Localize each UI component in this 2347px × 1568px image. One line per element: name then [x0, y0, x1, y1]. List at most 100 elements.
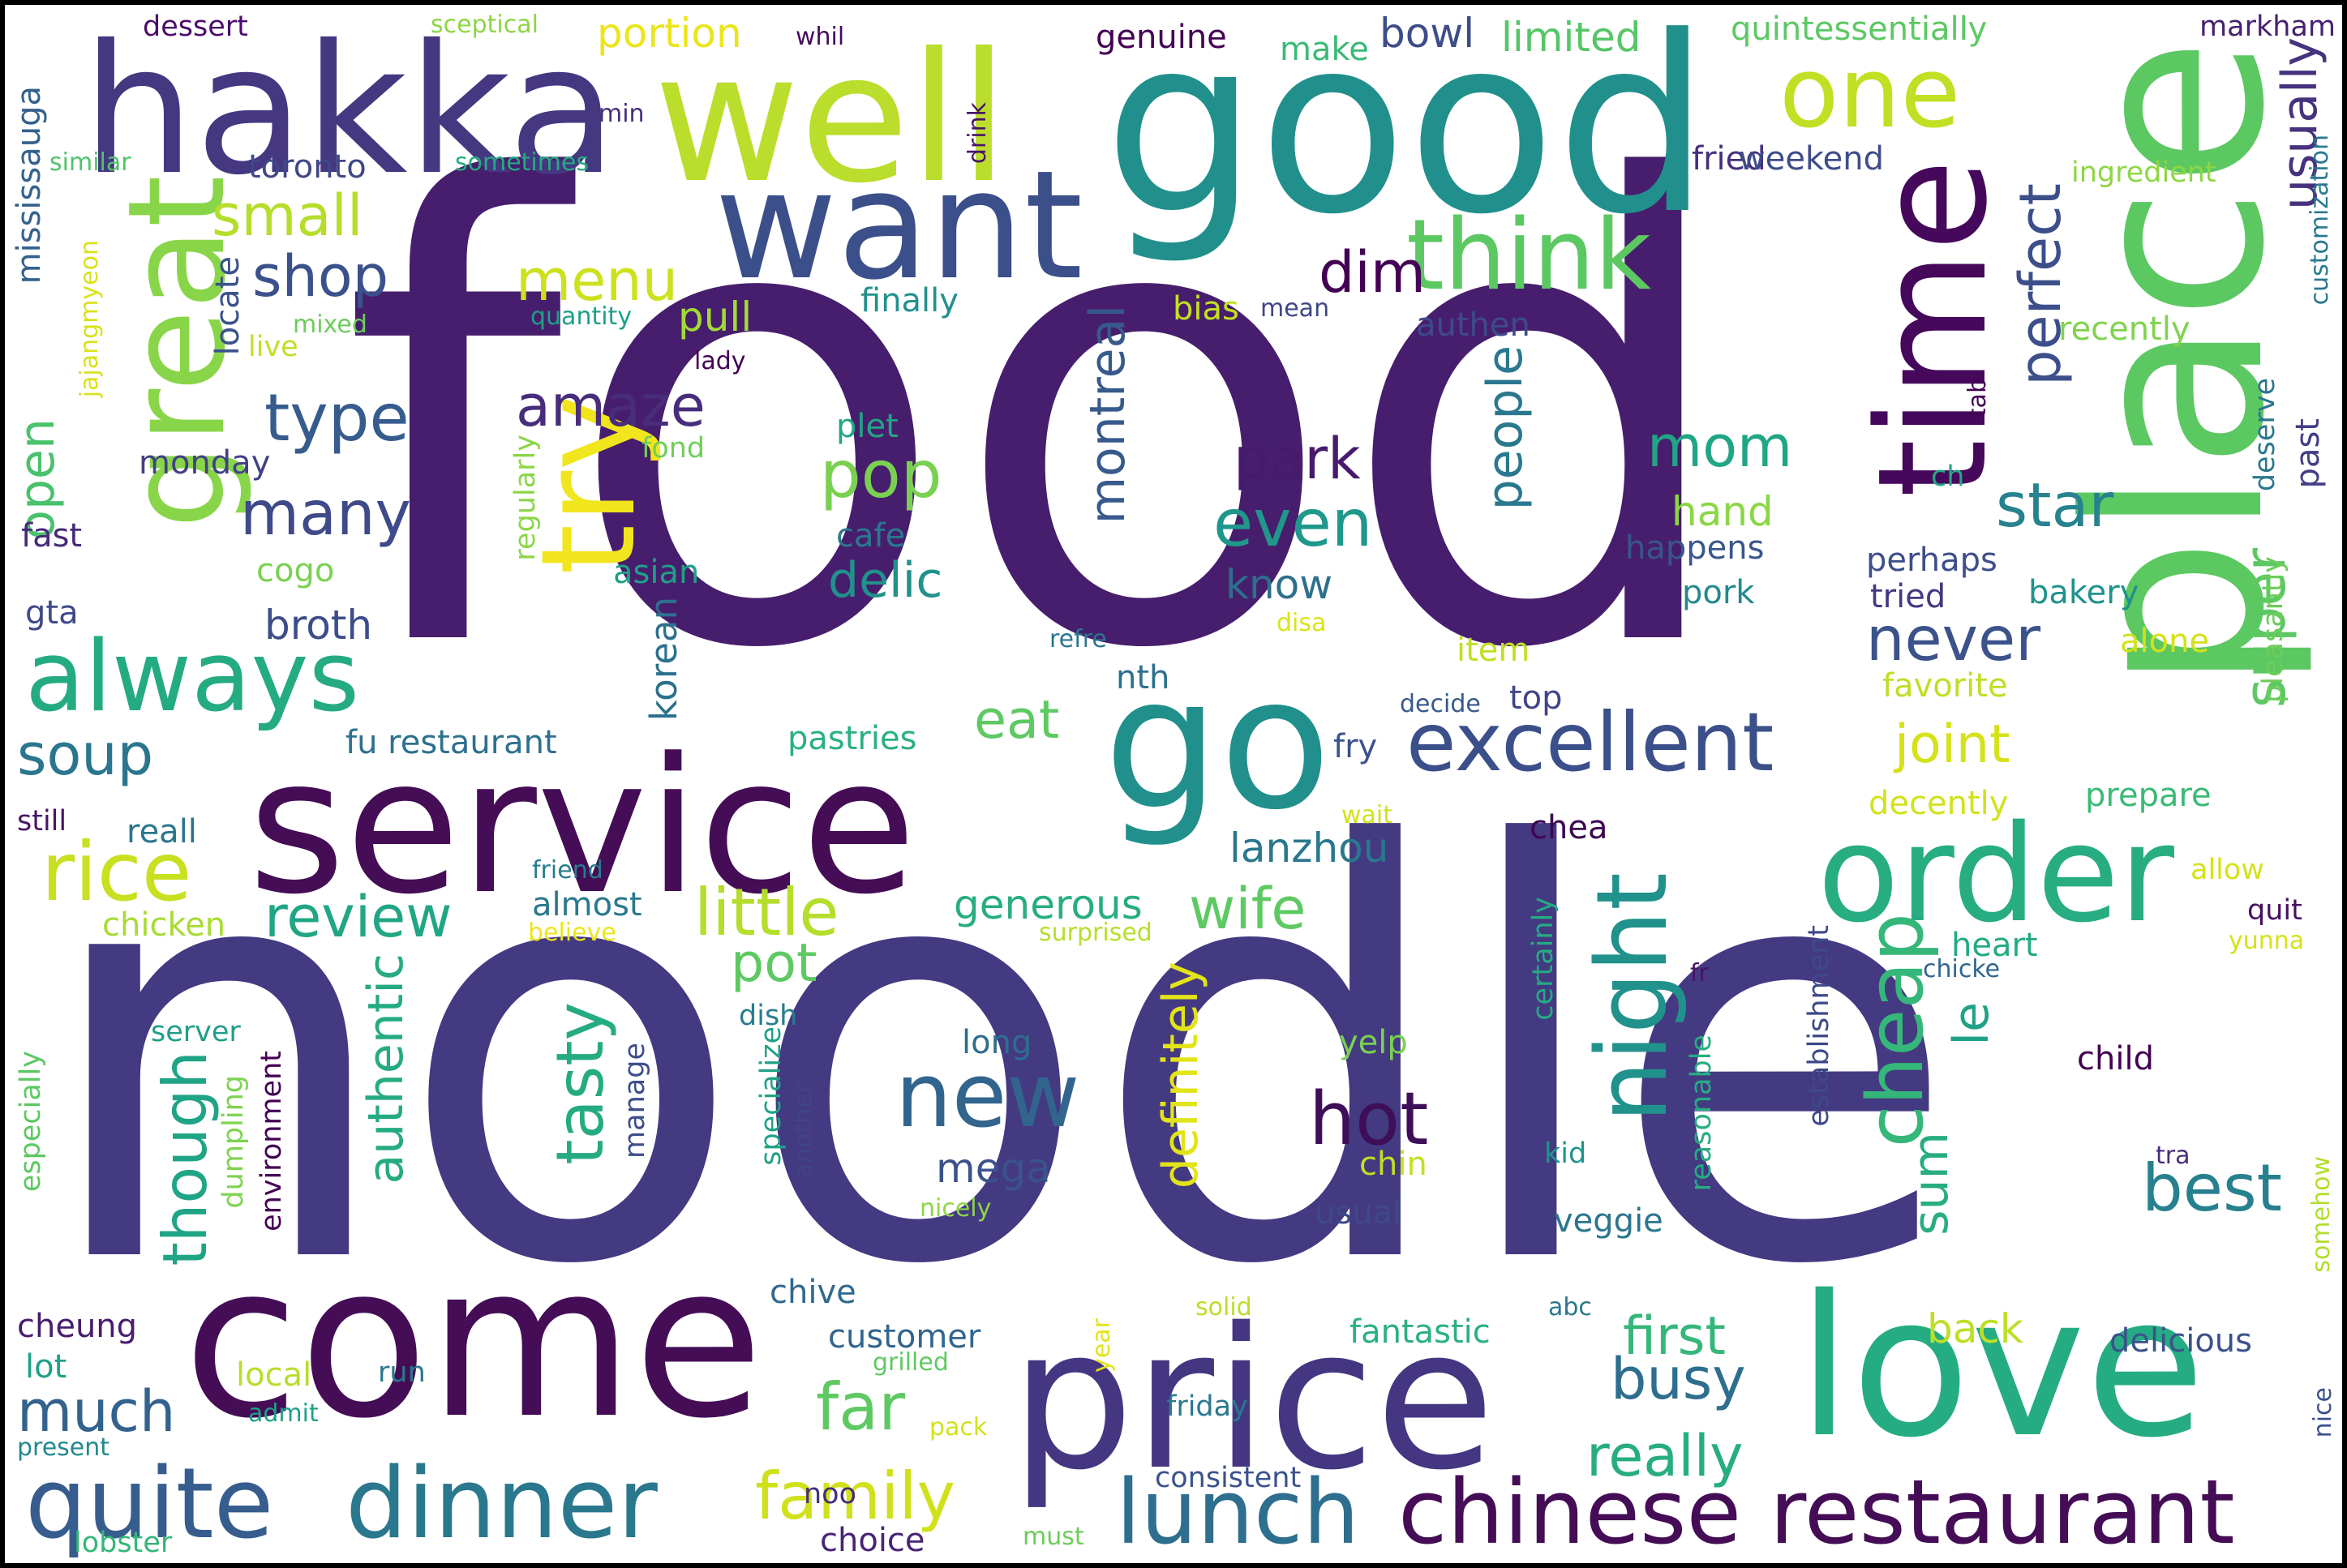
word-lanzhou: lanzhou [1229, 825, 1389, 872]
word-chicke: chicke [1923, 955, 2001, 983]
word-local: local [236, 1356, 312, 1394]
word-must: must [1023, 1523, 1084, 1551]
word-far: far [816, 1369, 906, 1445]
word-asian: asian [613, 554, 700, 591]
word-well: well [654, 15, 1009, 222]
word-grilled: grilled [873, 1348, 949, 1377]
word-whil: whil [796, 23, 845, 51]
word-lady: lady [694, 347, 746, 375]
word-year: year [1088, 1318, 1116, 1373]
word-limited: limited [1501, 14, 1641, 61]
word-really: really [1586, 1423, 1744, 1489]
word-noodle: noodle [37, 728, 1959, 1389]
word-environment: environment [255, 1051, 288, 1232]
word-yelp: yelp [1339, 1024, 1408, 1061]
word-customer: customer [828, 1318, 981, 1356]
word-refre: refre [1049, 625, 1107, 653]
word-portion: portion [597, 10, 742, 57]
word-eat: eat [974, 690, 1060, 751]
word-new: new [895, 1043, 1080, 1147]
word-family: family [755, 1459, 955, 1534]
word-hand: hand [1671, 488, 1774, 535]
word-pull: pull [678, 293, 753, 341]
word-lobster: lobster [74, 1527, 173, 1559]
word-sum: sum [1903, 1132, 1959, 1236]
word-one: one [1779, 37, 1961, 150]
word-finally: finally [860, 282, 959, 319]
word-le: le [1943, 1002, 2000, 1046]
word-menu: menu [516, 247, 678, 314]
word-fr: fr [1690, 959, 1709, 987]
word-star: star [1996, 469, 2114, 541]
word-montreal: montreal [1079, 305, 1136, 525]
word-make: make [1280, 31, 1369, 68]
word-tra: tra [2156, 1142, 2190, 1170]
word-tried: tried [1870, 578, 1946, 615]
word-go: go [1104, 638, 1332, 850]
word-busy: busy [1611, 1346, 1746, 1412]
word-long: long [962, 1024, 1032, 1061]
word-veggie: veggie [1554, 1202, 1663, 1240]
word-dessert: dessert [143, 11, 248, 43]
word-another: another [789, 1083, 817, 1179]
word-sometimes: sometimes [455, 148, 590, 177]
word-certainly: certainly [1527, 897, 1560, 1021]
word-specialize: specialize [755, 1026, 787, 1166]
word-regularly: regularly [509, 435, 542, 561]
word-min: min [599, 100, 645, 128]
word-quintessentially: quintessentially [1731, 11, 1988, 48]
word-hakka: hakka [82, 6, 617, 214]
word-fond: fond [641, 432, 706, 465]
word-hot: hot [1309, 1077, 1429, 1162]
word-deserve: deserve [2249, 378, 2281, 492]
word-top: top [1509, 679, 1563, 717]
word-especially: especially [15, 1051, 47, 1193]
word-joint: joint [1894, 714, 2010, 775]
word-korean: korean [642, 597, 685, 722]
word-noo: noo [804, 1478, 857, 1510]
word-food: food [341, 50, 1740, 786]
word-people: people [1477, 345, 1534, 511]
word-locate: locate [209, 256, 247, 356]
word-think: think [1406, 199, 1651, 312]
word-server: server [151, 1016, 241, 1048]
word-chinese-restaurant: chinese restaurant [1398, 1460, 2235, 1564]
word-pleasantly: pleasantly [2257, 556, 2289, 703]
word-pot: pot [731, 933, 817, 994]
word-mean: mean [1260, 294, 1330, 323]
word-generous: generous [954, 881, 1143, 928]
word-fantastic: fantastic [1349, 1313, 1491, 1351]
word-wait: wait [1341, 801, 1393, 829]
word-service: service [248, 719, 916, 936]
word-bowl: bowl [1379, 10, 1475, 57]
word-wife: wife [1189, 876, 1307, 942]
word-back: back [1927, 1305, 2023, 1352]
word-bakery: bakery [2028, 574, 2139, 611]
word-tab: tab [1963, 378, 1992, 418]
word-chive: chive [770, 1274, 856, 1311]
word-run: run [378, 1356, 426, 1389]
word-disa: disa [1276, 609, 1327, 637]
word-nicely: nicely [920, 1194, 992, 1223]
word-fu-restaurant: fu restaurant [345, 724, 557, 761]
word-chicken: chicken [102, 906, 226, 944]
word-first: first [1623, 1306, 1727, 1367]
word-best: best [2142, 1150, 2283, 1226]
word-shop: shop [252, 243, 389, 310]
word-recently: recently [2058, 311, 2190, 348]
word-cogo: cogo [256, 552, 335, 589]
word-genuine: genuine [1096, 19, 1227, 56]
word-choice: choice [820, 1522, 925, 1559]
word-much: much [17, 1378, 176, 1445]
word-friend: friend [532, 856, 603, 885]
word-dish: dish [739, 1000, 798, 1032]
word-present: present [17, 1433, 110, 1462]
word-still: still [17, 805, 67, 838]
word-monday: monday [139, 444, 271, 482]
word-quit: quit [2247, 894, 2302, 927]
word-soup: soup [17, 722, 154, 788]
word-dumpling: dumpling [217, 1075, 250, 1209]
word-usual: usual [1315, 1194, 1402, 1232]
word-drink: drink [963, 102, 992, 165]
